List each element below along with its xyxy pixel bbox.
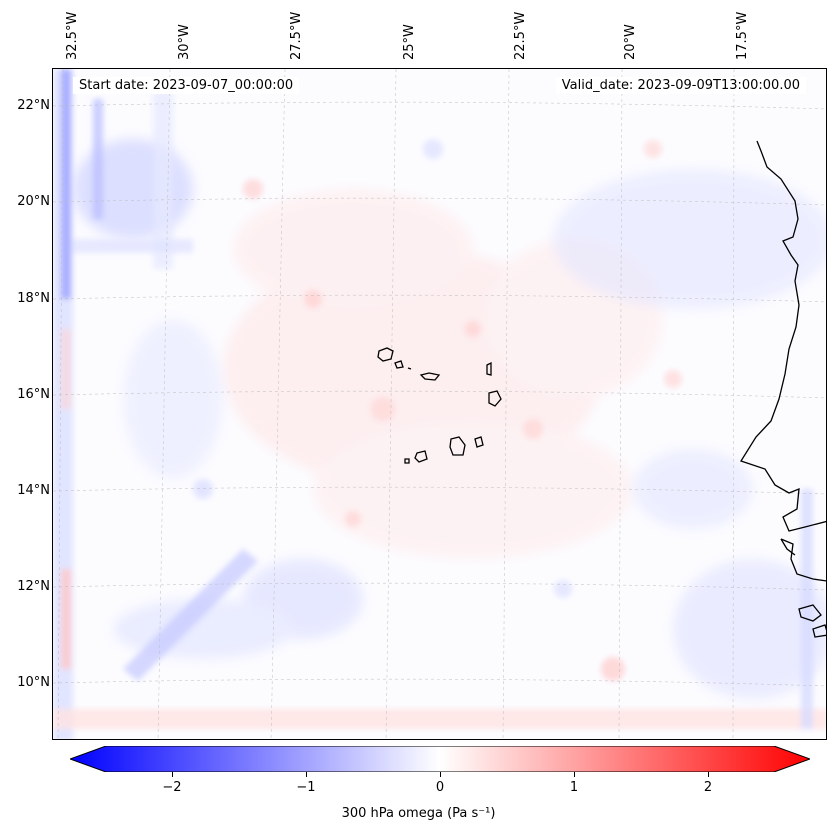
valid-date-label: Valid_date: 2023-09-09T13:00:00.00 — [555, 77, 806, 94]
lat-label-20n: 20°N — [17, 194, 50, 209]
cb-tick-label: 1 — [569, 780, 579, 795]
lat-label-18n: 18°N — [17, 291, 50, 306]
start-date-label: Start date: 2023-09-07_00:00:00 — [73, 77, 300, 94]
omega-field — [53, 69, 826, 739]
lat-label-10n: 10°N — [17, 675, 50, 690]
cb-tickmark — [708, 772, 709, 777]
cb-tickmark — [440, 772, 441, 777]
cb-tick-label: 0 — [435, 780, 445, 795]
colorbar — [70, 746, 810, 772]
lat-label-16n: 16°N — [17, 387, 50, 402]
cb-tickmark — [574, 772, 575, 777]
cb-tick-label: −2 — [162, 780, 182, 795]
coastline — [740, 140, 826, 638]
lon-label-17-5w: 17.5°W — [735, 11, 750, 60]
cb-tickmark — [306, 772, 307, 777]
lat-label-12n: 12°N — [17, 579, 50, 594]
lon-label-25w: 25°W — [402, 24, 417, 60]
cb-tickmark — [172, 772, 173, 777]
lat-label-22n: 22°N — [17, 98, 50, 113]
map-panel[interactable]: Start date: 2023-09-07_00:00:00 Valid_da… — [52, 68, 827, 740]
cape-verde-islands — [377, 347, 502, 464]
lon-label-32-5w: 32.5°W — [65, 11, 80, 60]
lat-label-14n: 14°N — [17, 483, 50, 498]
lon-label-27-5w: 27.5°W — [289, 11, 304, 60]
cb-tick-label: −1 — [296, 780, 316, 795]
colorbar-label: 300 hPa omega (Pa s⁻¹) — [341, 806, 496, 821]
lon-label-30w: 30°W — [177, 24, 192, 60]
lon-label-22-5w: 22.5°W — [513, 11, 528, 60]
cb-tick-label: 2 — [703, 780, 713, 795]
lon-label-20w: 20°W — [623, 24, 638, 60]
